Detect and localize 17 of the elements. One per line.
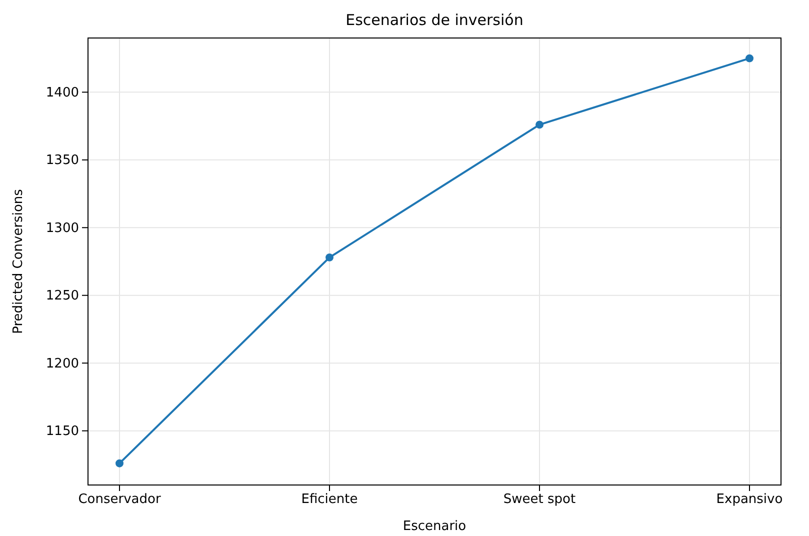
x-axis-title: Escenario [402, 519, 466, 534]
x-tick-label: Eficiente [301, 492, 358, 508]
x-tick-label: Conservador [78, 492, 162, 508]
point [326, 253, 334, 262]
chart-title: Escenarios de inversión [346, 11, 524, 29]
y-tick-label: 1200 [46, 356, 79, 372]
point [116, 459, 124, 468]
x-tick-label: Expansivo [716, 492, 783, 508]
y-tick-label: 1350 [46, 153, 79, 168]
point [746, 54, 754, 62]
y-tick-label: 1150 [46, 424, 79, 439]
y-tick-label: 1400 [46, 85, 79, 100]
point [536, 120, 544, 129]
y-axis-title: Predicted Conversions [11, 188, 26, 334]
x-tick-label: Sweet spot [503, 492, 576, 508]
y-tick-label: 1250 [46, 288, 79, 304]
y-tick-label: 1300 [46, 220, 79, 236]
